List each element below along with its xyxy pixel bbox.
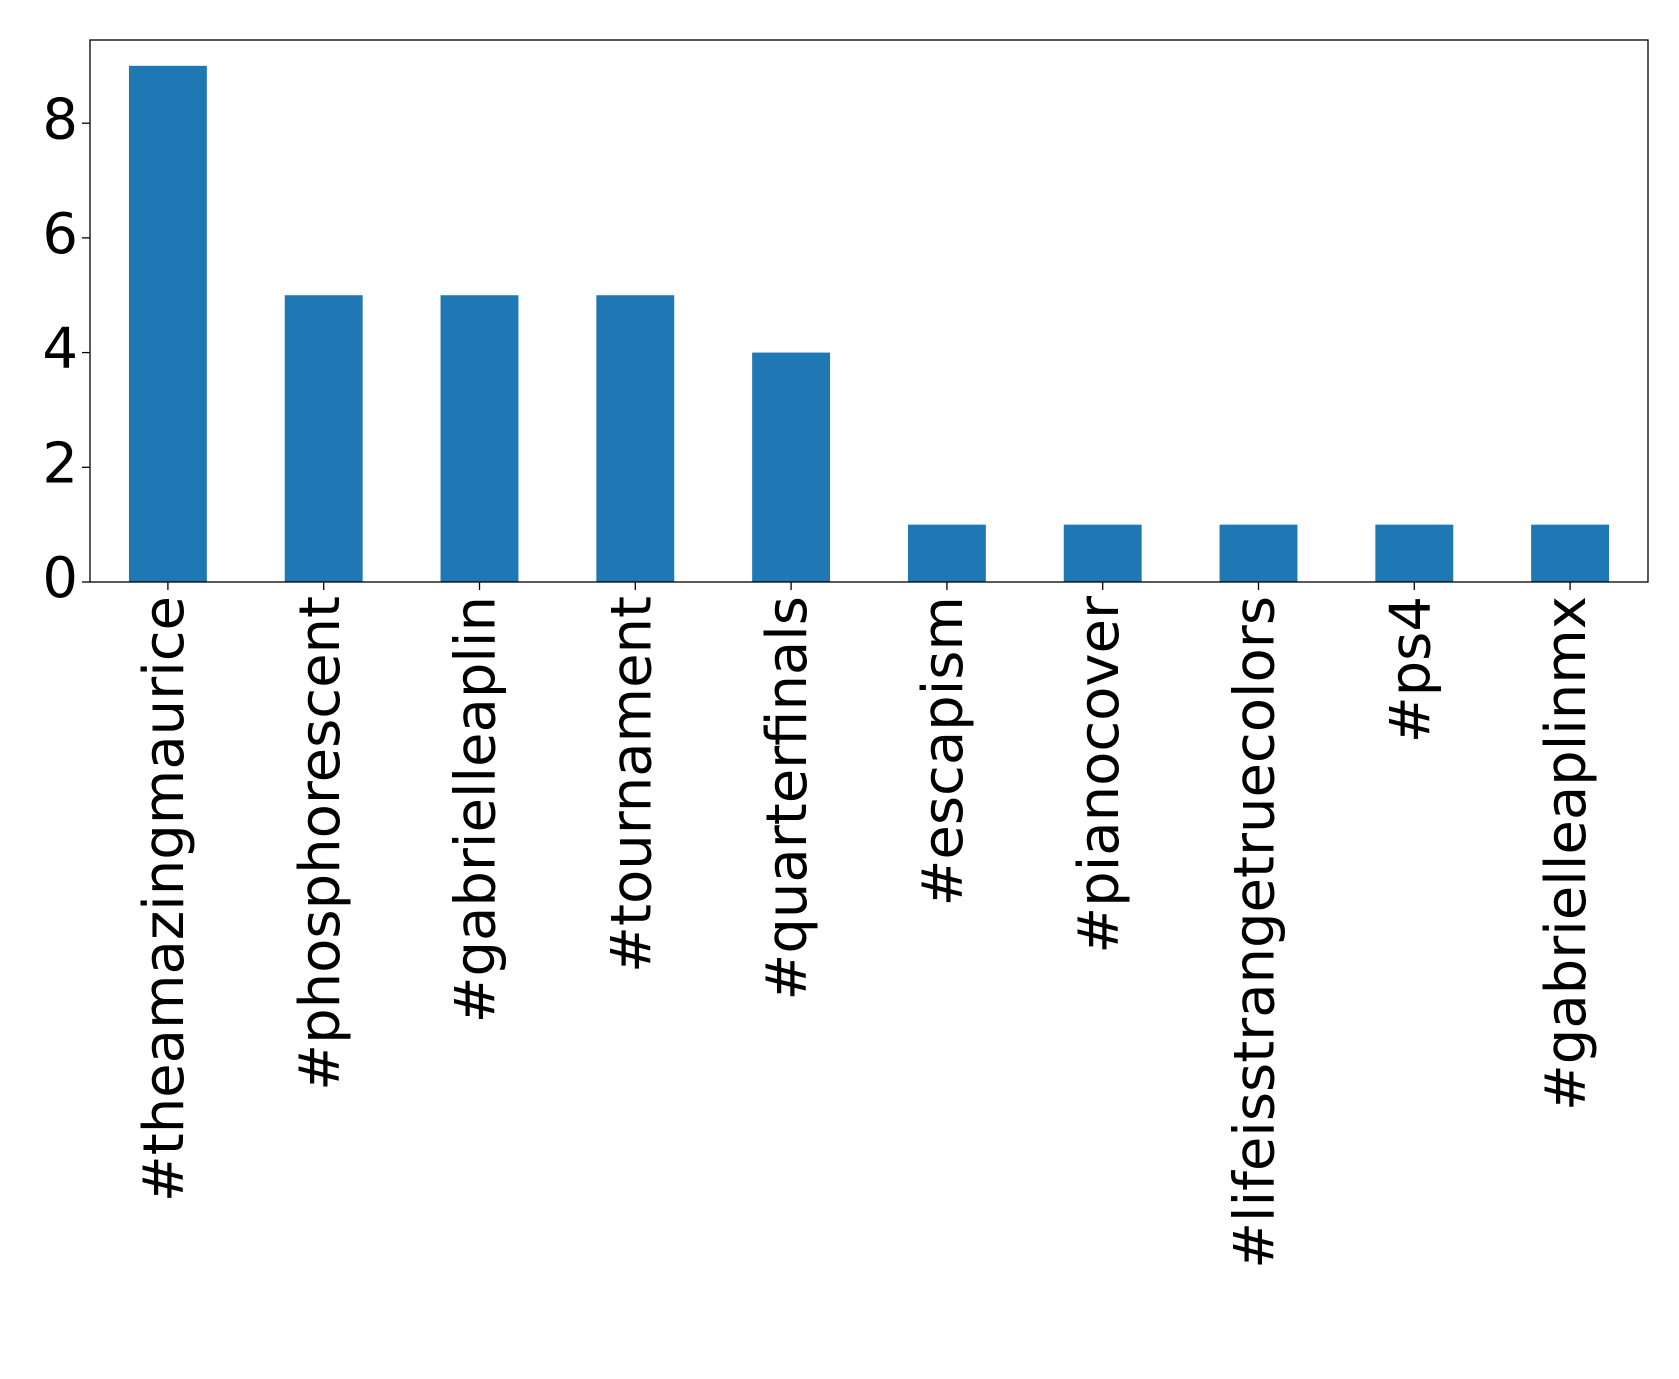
bar [1375, 524, 1454, 582]
bar [1063, 524, 1142, 582]
y-tick-label: 2 [42, 431, 78, 496]
x-tick-label: #escapism [911, 596, 976, 907]
bar [596, 295, 675, 582]
y-axis: 0 2 4 6 8 [42, 87, 90, 611]
bar [284, 295, 363, 582]
x-tick-label: #ps4 [1378, 596, 1443, 743]
x-tick-label: #gabrielleaplinmx [1534, 596, 1599, 1111]
bar [1531, 524, 1610, 582]
x-tick-label: #lifeisstrangetruecolors [1223, 596, 1288, 1269]
y-tick-label: 4 [42, 317, 78, 382]
x-tick-label: #phosphorescent [288, 596, 353, 1091]
x-tick-label: #tournament [599, 596, 664, 973]
x-tick-label: #theamazingmaurice [132, 596, 197, 1202]
bar [907, 524, 986, 582]
bar [1219, 524, 1298, 582]
bar [440, 295, 519, 582]
x-axis: #theamazingmaurice #phosphorescent #gabrie… [132, 582, 1599, 1269]
bar [128, 65, 207, 583]
plot-frame [89, 39, 1649, 583]
y-tick-label: 0 [42, 546, 78, 611]
x-tick-label: #pianocover [1067, 595, 1132, 954]
y-tick-label: 8 [42, 87, 78, 152]
bar [752, 352, 831, 582]
x-tick-label: #gabrielleaplin [444, 596, 509, 1023]
y-tick-label: 6 [42, 202, 78, 267]
x-tick-label: #quarterfinals [755, 596, 820, 1001]
bars-group [128, 65, 1610, 583]
